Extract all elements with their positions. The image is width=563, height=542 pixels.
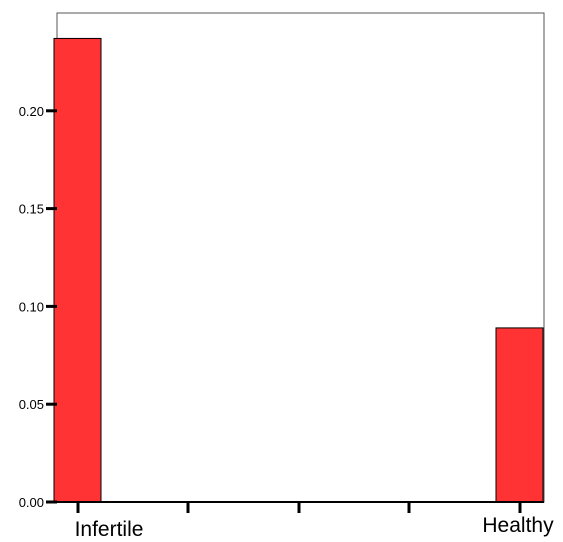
bar-infertile (53, 37, 102, 503)
x-category-label: Healthy (482, 514, 554, 537)
y-tick-label: 0.10 (19, 299, 44, 314)
plot-frame (56, 12, 545, 503)
bars-layer (53, 37, 544, 503)
axes-layer (46, 109, 544, 513)
y-tick-label: 0.05 (19, 397, 44, 412)
y-tick-label: 0.20 (19, 104, 44, 119)
x-category-label: Infertile (75, 518, 144, 541)
labels-layer: 0.00 0.05 0.10 0.15 0.20 Infertile Healthy (19, 104, 554, 541)
bar-healthy (495, 327, 544, 503)
y-tick-label: 0.15 (19, 202, 44, 217)
y-tick-label: 0.00 (19, 495, 44, 510)
